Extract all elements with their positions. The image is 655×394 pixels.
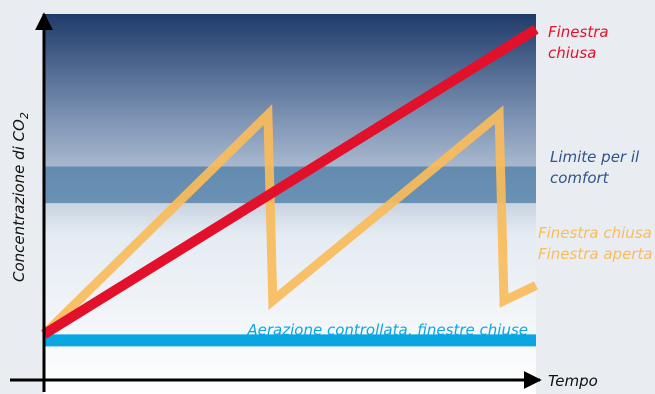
legend-closed-window-line1: Finestra	[548, 23, 609, 41]
legend-open-close-window: Finestra chiusa Finestra aperta	[538, 224, 655, 263]
legend-comfort-limit: Limite per il comfort	[550, 148, 644, 187]
x-axis-label: Tempo	[548, 372, 598, 390]
series-layer	[40, 25, 539, 347]
y-axis-label-subscript: 2	[18, 112, 31, 119]
y-axis-label: Concentrazione di CO2	[10, 112, 31, 282]
legend-controlled-ventilation: Aerazione controllata, finestre chiuse	[246, 321, 528, 339]
series-open-close-window	[40, 104, 538, 338]
legend-open-close-window-line2: Finestra aperta	[538, 245, 653, 263]
legend-closed-window-line2: chiusa	[548, 44, 596, 62]
legend-open-close-window-line1: Finestra chiusa	[538, 224, 652, 242]
series-closed-window	[41, 25, 539, 339]
legend-comfort-limit-line1: Limite per il	[550, 148, 640, 166]
legend-comfort-limit-line2: comfort	[550, 169, 610, 187]
y-axis-label-main: Concentrazione di CO	[10, 119, 28, 282]
legend-closed-window: Finestra chiusa	[548, 23, 613, 62]
